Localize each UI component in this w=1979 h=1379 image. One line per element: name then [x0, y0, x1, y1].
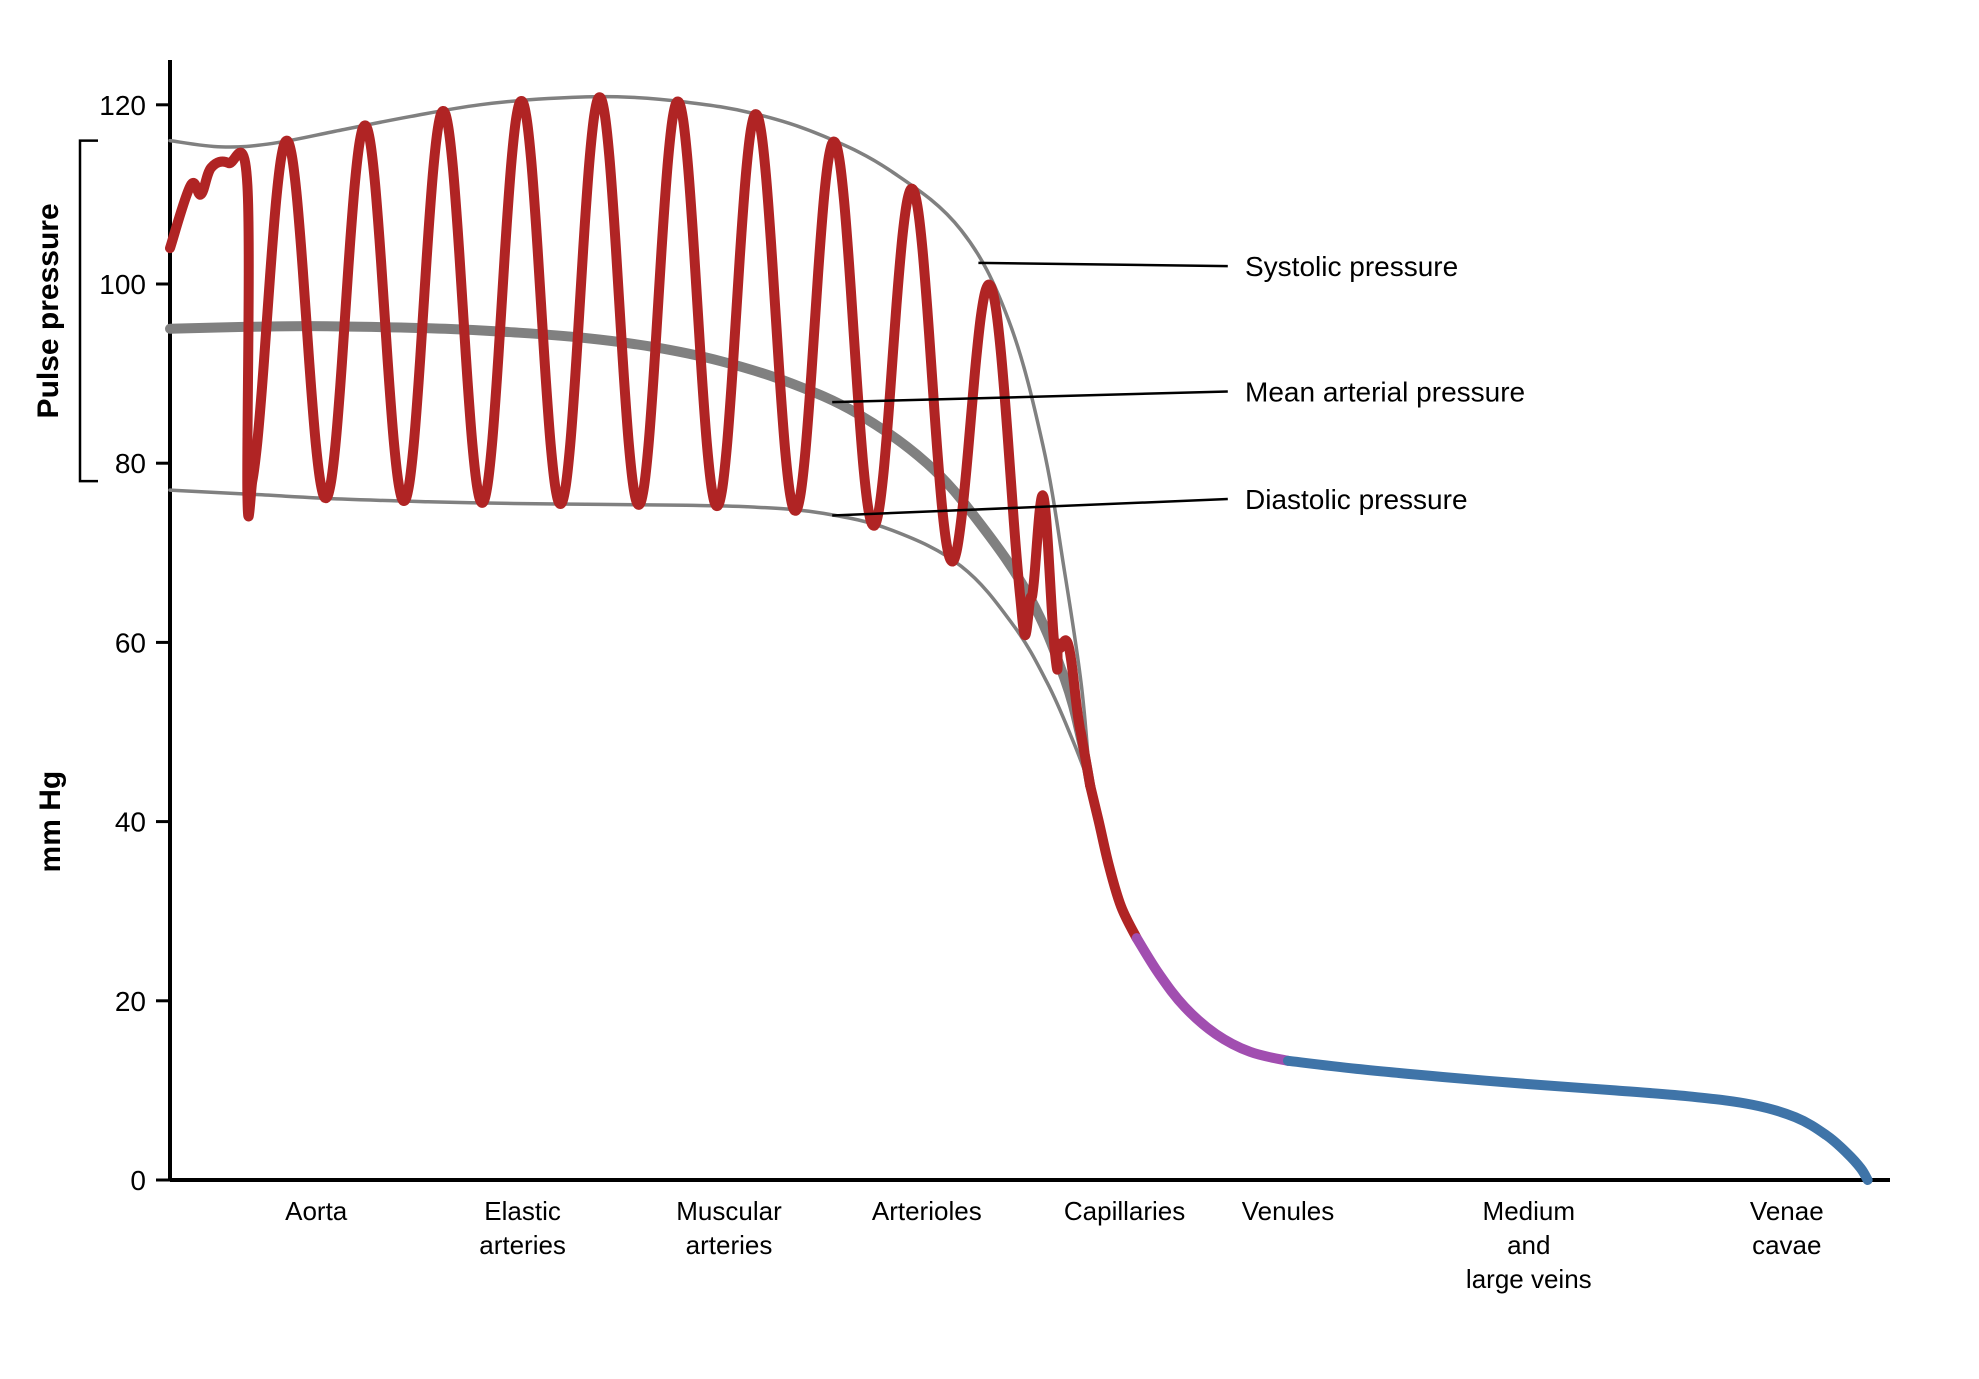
diastolic-envelope	[170, 490, 1090, 786]
callout-leader	[832, 499, 1228, 515]
x-category-label: Arterioles	[872, 1196, 982, 1226]
pulse-pressure-label: Pulse pressure	[32, 203, 65, 418]
callout-label: Diastolic pressure	[1245, 484, 1468, 515]
callout-leader	[978, 263, 1227, 266]
x-category-label: arteries	[479, 1230, 566, 1260]
x-category-label: large veins	[1466, 1264, 1592, 1294]
y-tick-label: 0	[130, 1165, 146, 1196]
x-category-label: Capillaries	[1064, 1196, 1185, 1226]
blood-pressure-chart: 0 20 40 60 80 100 120 mm Hg Aorta Elastic arteries…	[0, 0, 1979, 1379]
y-tick-label: 100	[99, 269, 146, 300]
pressure-curve-arteriolar-falloff	[1090, 786, 1136, 938]
callout-label: Mean arterial pressure	[1245, 377, 1525, 408]
pressure-curve-capillaries	[1137, 938, 1288, 1061]
x-category-label: cavae	[1752, 1230, 1821, 1260]
pressure-waveform	[170, 97, 1090, 786]
callout-label: Systolic pressure	[1245, 251, 1458, 282]
x-category-label: Elastic	[484, 1196, 561, 1226]
x-category-label: arteries	[686, 1230, 773, 1260]
x-category-label: Venae	[1750, 1196, 1824, 1226]
y-tick-label: 60	[115, 627, 146, 658]
x-category-label: Medium	[1483, 1196, 1575, 1226]
y-axis-title: mm Hg	[34, 771, 67, 873]
x-category-label: Venules	[1242, 1196, 1335, 1226]
y-tick-label: 80	[115, 448, 146, 479]
y-tick-label: 20	[115, 986, 146, 1017]
pressure-curve-venous	[1288, 1061, 1868, 1180]
x-category-label: Aorta	[285, 1196, 348, 1226]
pulse-pressure-bracket	[80, 141, 98, 481]
x-category-label: and	[1507, 1230, 1550, 1260]
y-tick-label: 120	[99, 90, 146, 121]
y-tick-label: 40	[115, 807, 146, 838]
x-category-label: Muscular	[676, 1196, 782, 1226]
